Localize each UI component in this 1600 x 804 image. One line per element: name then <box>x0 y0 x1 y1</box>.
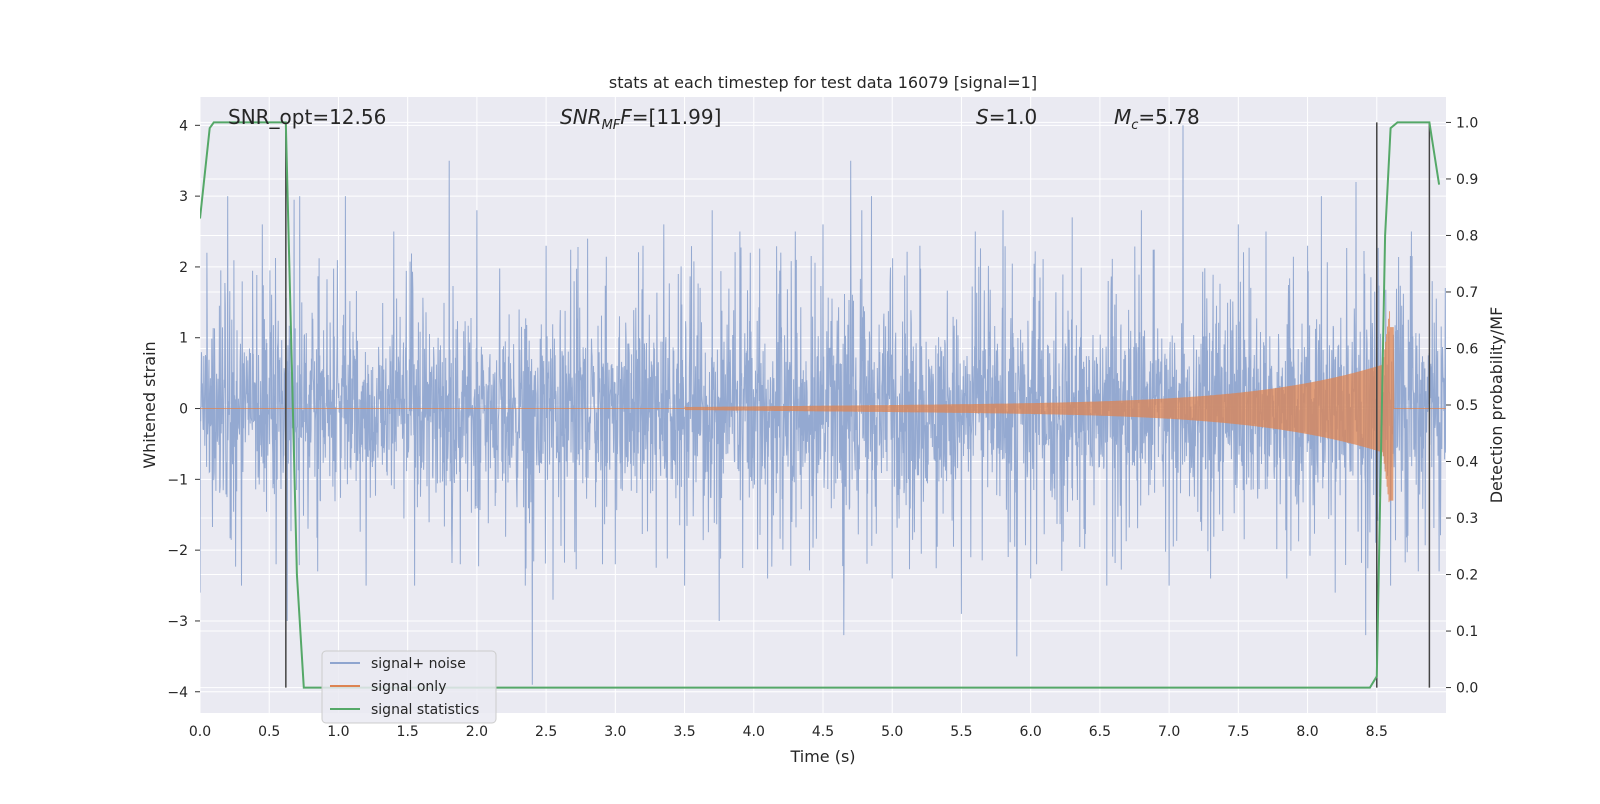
x-tick-label: 7.0 <box>1158 724 1180 740</box>
y-right-tick-label: 0.5 <box>1456 398 1478 414</box>
s-main: S <box>976 105 989 129</box>
x-tick-label: 8.5 <box>1366 724 1388 740</box>
mc-value: =5.78 <box>1138 105 1199 129</box>
x-tick-label: 5.0 <box>881 724 903 740</box>
annotation-s: S=1.0 <box>976 105 1037 129</box>
chart-title: stats at each timestep for test data 160… <box>609 73 1037 92</box>
snr-mf-value: =[11.99] <box>632 105 722 129</box>
series-signal-only-line <box>200 311 1446 503</box>
annotation-mc: Mc=5.78 <box>1114 105 1200 133</box>
y-right-tick-label: 0.2 <box>1456 568 1478 584</box>
annotation-snr-mf: SNRMFF=[11.99] <box>560 105 721 133</box>
y-right-tick-label: 1.0 <box>1456 115 1478 131</box>
s-value: =1.0 <box>989 105 1038 129</box>
y-right-tick-label: 0.8 <box>1456 228 1478 244</box>
y-tick-label: −3 <box>167 614 188 630</box>
y-tick-label: 2 <box>179 260 188 276</box>
vertical-markers <box>285 122 1431 688</box>
plot-series <box>200 125 1446 685</box>
x-tick-label: 8.0 <box>1296 724 1318 740</box>
x-tick-label: 0.0 <box>189 724 211 740</box>
y-right-tick-label: 0.1 <box>1456 624 1478 640</box>
y-right-tick-label: 0.9 <box>1456 172 1478 188</box>
x-tick-label: 5.5 <box>950 724 972 740</box>
signal-statistics-layer <box>200 121 1441 689</box>
y-right-tick-label: 0.3 <box>1456 511 1478 527</box>
x-axis-label: Time (s) <box>789 747 855 766</box>
y-tick-label: 3 <box>179 189 188 205</box>
x-tick-label: 2.5 <box>535 724 557 740</box>
x-tick-label: 0.5 <box>258 724 280 740</box>
x-tick-label: 3.0 <box>604 724 626 740</box>
x-tick-label: 6.0 <box>1020 724 1042 740</box>
x-tick-label: 1.0 <box>327 724 349 740</box>
annotation-snr-opt: SNR_opt=12.56 <box>228 105 386 129</box>
y-tick-label: 1 <box>179 331 188 347</box>
legend-label-signal-only: signal only <box>371 679 446 695</box>
legend: signal+ noise signal only signal statist… <box>321 650 497 724</box>
x-tick-label: 6.5 <box>1089 724 1111 740</box>
y-axis-label-left: Whitened strain <box>140 341 159 468</box>
x-tick-label: 4.0 <box>743 724 765 740</box>
x-tick-label: 7.5 <box>1227 724 1249 740</box>
y-axis-label-right: Detection probability/MF <box>1487 307 1506 504</box>
y-right-tick-label: 0.0 <box>1456 681 1478 697</box>
legend-box <box>321 650 497 724</box>
tick-labels: 0.0 0.5 1.0 1.5 2.0 2.5 3.0 3.5 4.0 4.5 5.0 5.5 6.0 6… <box>167 115 1478 740</box>
y-right-tick-label: 0.7 <box>1456 285 1478 301</box>
x-tick-label: 3.5 <box>673 724 695 740</box>
mc-sub: c <box>1131 118 1138 133</box>
y-tick-label: −2 <box>167 543 188 559</box>
snr-mf-sub: MF <box>602 118 621 133</box>
y-tick-label: 0 <box>179 402 188 418</box>
x-tick-label: 2.0 <box>466 724 488 740</box>
y-tick-label: 4 <box>179 118 188 134</box>
y-right-tick-label: 0.4 <box>1456 455 1478 471</box>
snr-mf-main: SNR <box>560 105 602 129</box>
x-tick-label: 4.5 <box>812 724 834 740</box>
legend-label-signal-statistics: signal statistics <box>371 702 479 718</box>
mc-main: M <box>1114 105 1131 129</box>
series-signal-plus-noise-line <box>200 125 1446 685</box>
y-tick-label: −1 <box>167 472 188 488</box>
y-tick-label: −4 <box>167 685 188 701</box>
x-tick-label: 1.5 <box>397 724 419 740</box>
legend-label-signal-noise: signal+ noise <box>371 656 466 672</box>
series-signal-statistics-line <box>200 121 1441 689</box>
y-right-tick-label: 0.6 <box>1456 341 1478 357</box>
